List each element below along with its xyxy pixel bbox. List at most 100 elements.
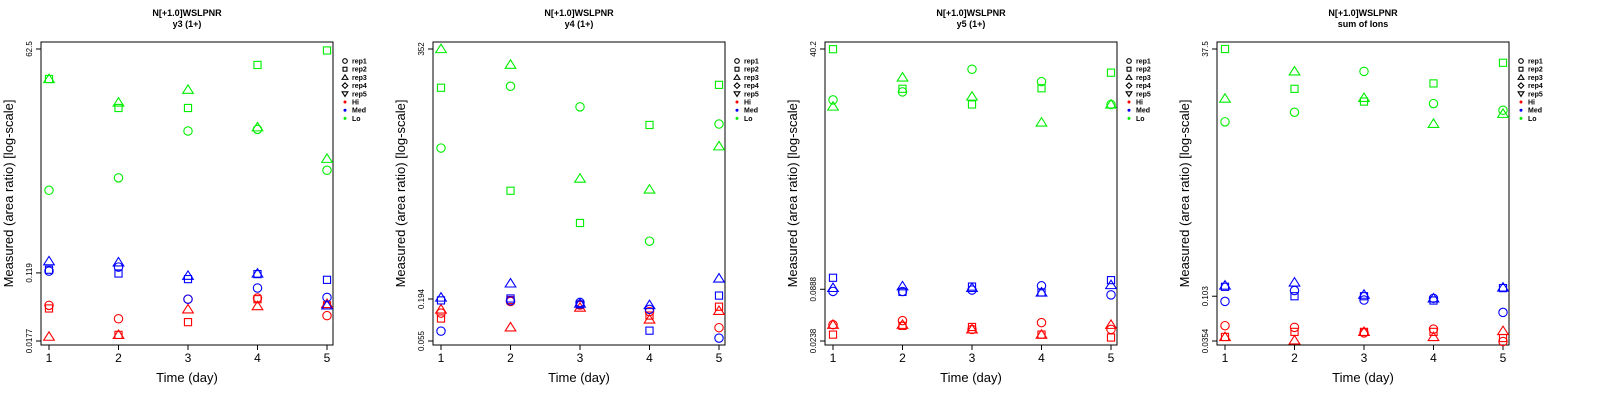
legend-label: rep1 [1136,59,1151,66]
point-med-rep2-day1 [436,296,446,305]
point-lo-rep2-day5 [714,80,724,89]
legend-label: rep3 [1136,75,1151,82]
x-tick-label: 5 [1108,351,1115,365]
x-tick-label: 1 [1222,351,1229,365]
point-med-rep3-day3 [181,269,195,280]
point-hi-rep3-day3 [181,303,195,314]
point-lo-rep2-day2 [1290,84,1299,93]
legend-label: rep5 [1136,91,1151,98]
legend-label: rep5 [352,91,367,98]
point-lo-rep2-day4 [1429,79,1438,88]
point-med-rep3-day5 [712,272,726,283]
point-hi-rep2-day4 [1429,327,1438,337]
legend-marker-rep4 [341,82,349,90]
point-med-rep3-day3 [965,282,979,293]
legend-marker-rep3 [1517,73,1525,80]
point-lo-rep3-day4 [251,121,264,132]
legend-marker-rep4 [1125,82,1133,90]
point-med-rep3-day2 [1288,276,1301,287]
y-tick-label: 0.0888 [809,276,818,301]
point-lo-rep1-day5 [322,165,332,176]
point-lo-rep3-day5 [1104,98,1118,109]
point-hi-rep3-day1 [434,303,448,314]
legend-label: rep3 [352,75,367,82]
point-lo-rep3-day2 [896,71,909,82]
point-hi-rep3-day5 [320,298,334,309]
legend-label: rep1 [352,59,367,66]
point-hi-rep1-day5 [322,310,332,321]
point-med-rep2-day2 [506,294,515,303]
point-lo-rep3-day5 [1496,107,1510,118]
y-tick-label: 40.2 [809,41,818,57]
point-med-rep1-day1 [44,266,54,276]
point-hi-rep2-day4 [253,295,262,304]
point-lo-rep2-day3 [575,218,585,228]
point-med-rep3-day2 [504,277,517,288]
point-lo-rep1-day3 [1359,66,1369,77]
point-lo-rep2-day1 [1220,44,1230,54]
x-tick-label: 3 [577,351,584,365]
y-tick-label: 0.0238 [809,328,818,353]
legend-label: rep3 [744,75,759,82]
legend-label: rep2 [1528,67,1543,74]
point-lo-rep2-day1 [436,83,446,92]
y-tick-label: 0.119 [25,263,34,283]
point-hi-rep3-day5 [712,304,726,316]
x-tick-label: 3 [969,351,976,365]
x-tick-label: 1 [830,351,837,365]
legend-marker-rep3 [341,73,349,80]
point-lo-rep1-day3 [967,64,977,75]
point-lo-rep2-day3 [967,100,977,109]
legend-dot-lo [343,116,347,120]
x-axis-label: Time (day) [156,370,218,385]
point-med-rep3-day2 [112,256,125,267]
point-hi-rep1-day5 [714,322,724,333]
point-lo-rep2-day5 [322,46,332,55]
point-med-rep1-day5 [322,292,332,303]
legend-label: rep5 [1528,91,1543,98]
point-hi-rep3-day2 [504,321,517,332]
point-hi-rep2-day1 [44,304,54,313]
legend-label: rep4 [744,83,759,90]
y-tick-label: 0.103 [1201,286,1210,307]
point-med-rep3-day5 [320,299,334,310]
y-axis-label: Measured (area ratio) [log-scale] [393,100,408,288]
point-hi-rep1-day2 [113,313,124,324]
legend-marker-rep5 [341,91,349,98]
point-hi-rep3-day1 [826,318,840,329]
x-tick-label: 1 [438,351,445,365]
point-lo-rep3-day1 [826,100,840,111]
point-med-rep1-day2 [113,262,124,272]
point-med-rep3-day1 [434,291,448,302]
y-axis-label: Measured (area ratio) [log-scale] [785,100,800,288]
legend-label: Hi [744,100,751,107]
point-med-rep2-day5 [1106,276,1116,285]
y-tick-label: 0.0177 [25,328,34,353]
x-axis-label: Time (day) [1332,370,1394,385]
data-points [434,43,726,343]
y-tick-label: 62.5 [25,41,34,57]
point-lo-rep2-day2 [114,103,123,113]
y-axis-label: Measured (area ratio) [log-scale] [1,100,16,288]
panel-subtitle: sum of Ions [1338,19,1389,29]
data-points [42,46,334,341]
point-med-rep2-day2 [898,287,907,297]
point-hi-rep1-day4 [1036,317,1047,328]
x-tick-label: 2 [115,351,122,365]
legend-marker-rep3 [1125,73,1133,80]
point-lo-rep3-day2 [112,96,125,107]
point-lo-rep2-day3 [183,103,193,113]
point-med-rep1-day1 [1220,296,1230,307]
point-lo-rep2-day5 [1106,68,1116,77]
legend-marker-rep2 [342,66,348,72]
panel-subtitle: y4 (1+) [565,19,594,29]
point-hi-rep2-day5 [1106,333,1116,342]
point-lo-rep2-day4 [645,120,654,130]
data-points [826,45,1118,342]
point-lo-rep1-day3 [183,126,193,136]
point-hi-rep1-day5 [1498,336,1508,347]
point-hi-rep1-day2 [1289,322,1300,333]
